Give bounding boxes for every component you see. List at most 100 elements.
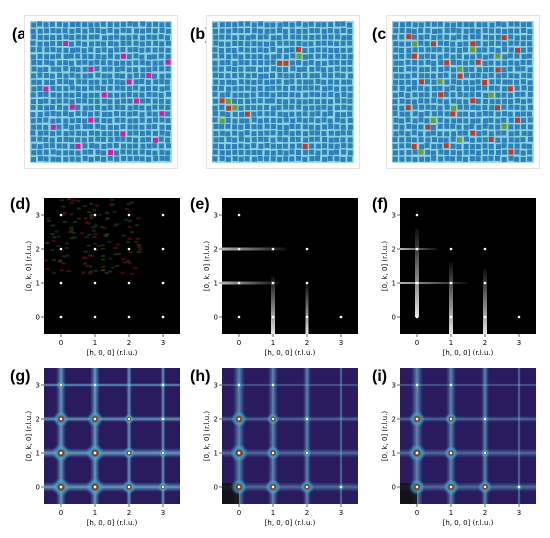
lattice-tile xyxy=(107,60,113,66)
x-axis-label: [h, 0, 0] (r.l.u.) xyxy=(265,349,316,357)
lattice-tile xyxy=(88,117,94,123)
lattice-tile xyxy=(335,21,341,27)
lattice-tile xyxy=(315,60,321,66)
noise-speckle xyxy=(64,246,69,249)
lattice-tile xyxy=(88,79,94,85)
lattice-tile xyxy=(476,124,482,130)
lattice-tile xyxy=(328,91,334,97)
bragg-peak-core xyxy=(415,451,419,455)
lattice-tile xyxy=(290,85,296,91)
noise-speckle xyxy=(45,241,50,244)
lattice-tile xyxy=(264,79,270,85)
lattice-tile xyxy=(463,54,469,60)
y-tick-label: 1 xyxy=(392,280,396,288)
lattice-tile xyxy=(152,137,158,143)
lattice-tile xyxy=(121,155,127,161)
lattice-tile xyxy=(82,118,88,124)
noise-speckle xyxy=(76,199,81,202)
noise-speckle xyxy=(137,250,142,253)
lattice-tile xyxy=(527,67,533,73)
lattice-tile xyxy=(219,155,225,161)
lattice-tile xyxy=(225,22,231,28)
lattice-tile xyxy=(508,155,514,161)
lattice-tile xyxy=(57,72,63,78)
lattice-tile xyxy=(213,111,219,117)
lattice-tile xyxy=(341,35,347,41)
lattice-tile xyxy=(431,66,437,72)
lattice-tile xyxy=(212,47,218,53)
lattice-tile xyxy=(502,47,508,53)
lattice-tile xyxy=(120,73,126,79)
lattice-tile xyxy=(88,66,94,72)
x-tick-label: 1 xyxy=(93,339,97,347)
lattice-tile xyxy=(250,34,256,40)
lattice-tile xyxy=(30,118,36,124)
bragg-peak-core xyxy=(271,383,275,387)
lattice-tile xyxy=(76,130,82,136)
lattice-tile xyxy=(56,143,62,149)
lattice-tile xyxy=(152,98,158,104)
lattice-tile xyxy=(101,92,107,98)
noise-speckle xyxy=(113,246,118,249)
lattice-tile xyxy=(43,34,49,40)
lattice-tile xyxy=(120,35,126,41)
lattice-tile xyxy=(101,143,107,149)
lattice-tile xyxy=(263,66,269,72)
lattice-tile xyxy=(424,53,430,59)
lattice-tile xyxy=(37,67,43,73)
lattice-tile xyxy=(44,79,50,85)
plot-g: 0 1 2 3 0 1 2 3 [h, 0, 0] (r.l.u.) [0, k, 0] (r.l… xyxy=(24,364,184,538)
lattice-tile xyxy=(431,21,437,27)
lattice-tile xyxy=(347,59,353,65)
x-tick-label: 2 xyxy=(127,509,131,517)
noise-speckle xyxy=(126,241,131,244)
lattice-tile xyxy=(334,79,340,85)
bragg-peak xyxy=(59,213,63,217)
lattice-tile xyxy=(133,118,139,124)
noise-speckle xyxy=(61,213,66,216)
lattice-tile xyxy=(258,21,264,27)
lattice-tile xyxy=(158,143,164,149)
diffuse-streak xyxy=(449,262,453,334)
lattice-tile xyxy=(290,118,296,124)
panel-label-g: (g) xyxy=(10,368,31,385)
lattice-tile xyxy=(514,104,520,110)
noise-speckle xyxy=(94,204,99,207)
lattice-tile xyxy=(406,53,412,59)
lattice-tile xyxy=(393,60,399,66)
lattice-tile xyxy=(127,118,133,124)
lattice-tile xyxy=(527,104,533,110)
lattice-tile xyxy=(437,47,443,53)
lattice-tile xyxy=(456,60,462,66)
lattice-tile xyxy=(488,72,494,78)
lattice-tile xyxy=(444,47,450,53)
lattice-tile xyxy=(95,123,101,129)
lattice-tile xyxy=(296,60,302,66)
lattice-tile xyxy=(315,47,321,53)
lattice-tile xyxy=(165,73,171,79)
lattice-tile xyxy=(82,124,88,130)
lattice-tile xyxy=(63,53,69,59)
lattice-tile xyxy=(270,111,276,117)
lattice-tile xyxy=(495,130,501,136)
noise-speckle xyxy=(89,217,94,220)
lattice-tile xyxy=(393,47,399,53)
noise-speckle xyxy=(71,199,76,202)
lattice-tile xyxy=(463,99,469,105)
lattice-tile xyxy=(399,156,405,162)
lattice-tile xyxy=(483,67,489,73)
diffuse-rod xyxy=(222,448,358,458)
lattice-tile xyxy=(469,86,475,92)
lattice-tile xyxy=(232,118,238,124)
noise-speckle xyxy=(124,218,129,221)
lattice-tile xyxy=(139,35,145,41)
lattice-tile xyxy=(158,53,164,59)
lattice-tile xyxy=(165,91,171,97)
lattice-tile xyxy=(424,92,430,98)
lattice-tile xyxy=(30,112,36,118)
lattice-tile xyxy=(399,79,405,85)
lattice-tile xyxy=(437,105,443,111)
noise-speckle xyxy=(127,226,132,229)
